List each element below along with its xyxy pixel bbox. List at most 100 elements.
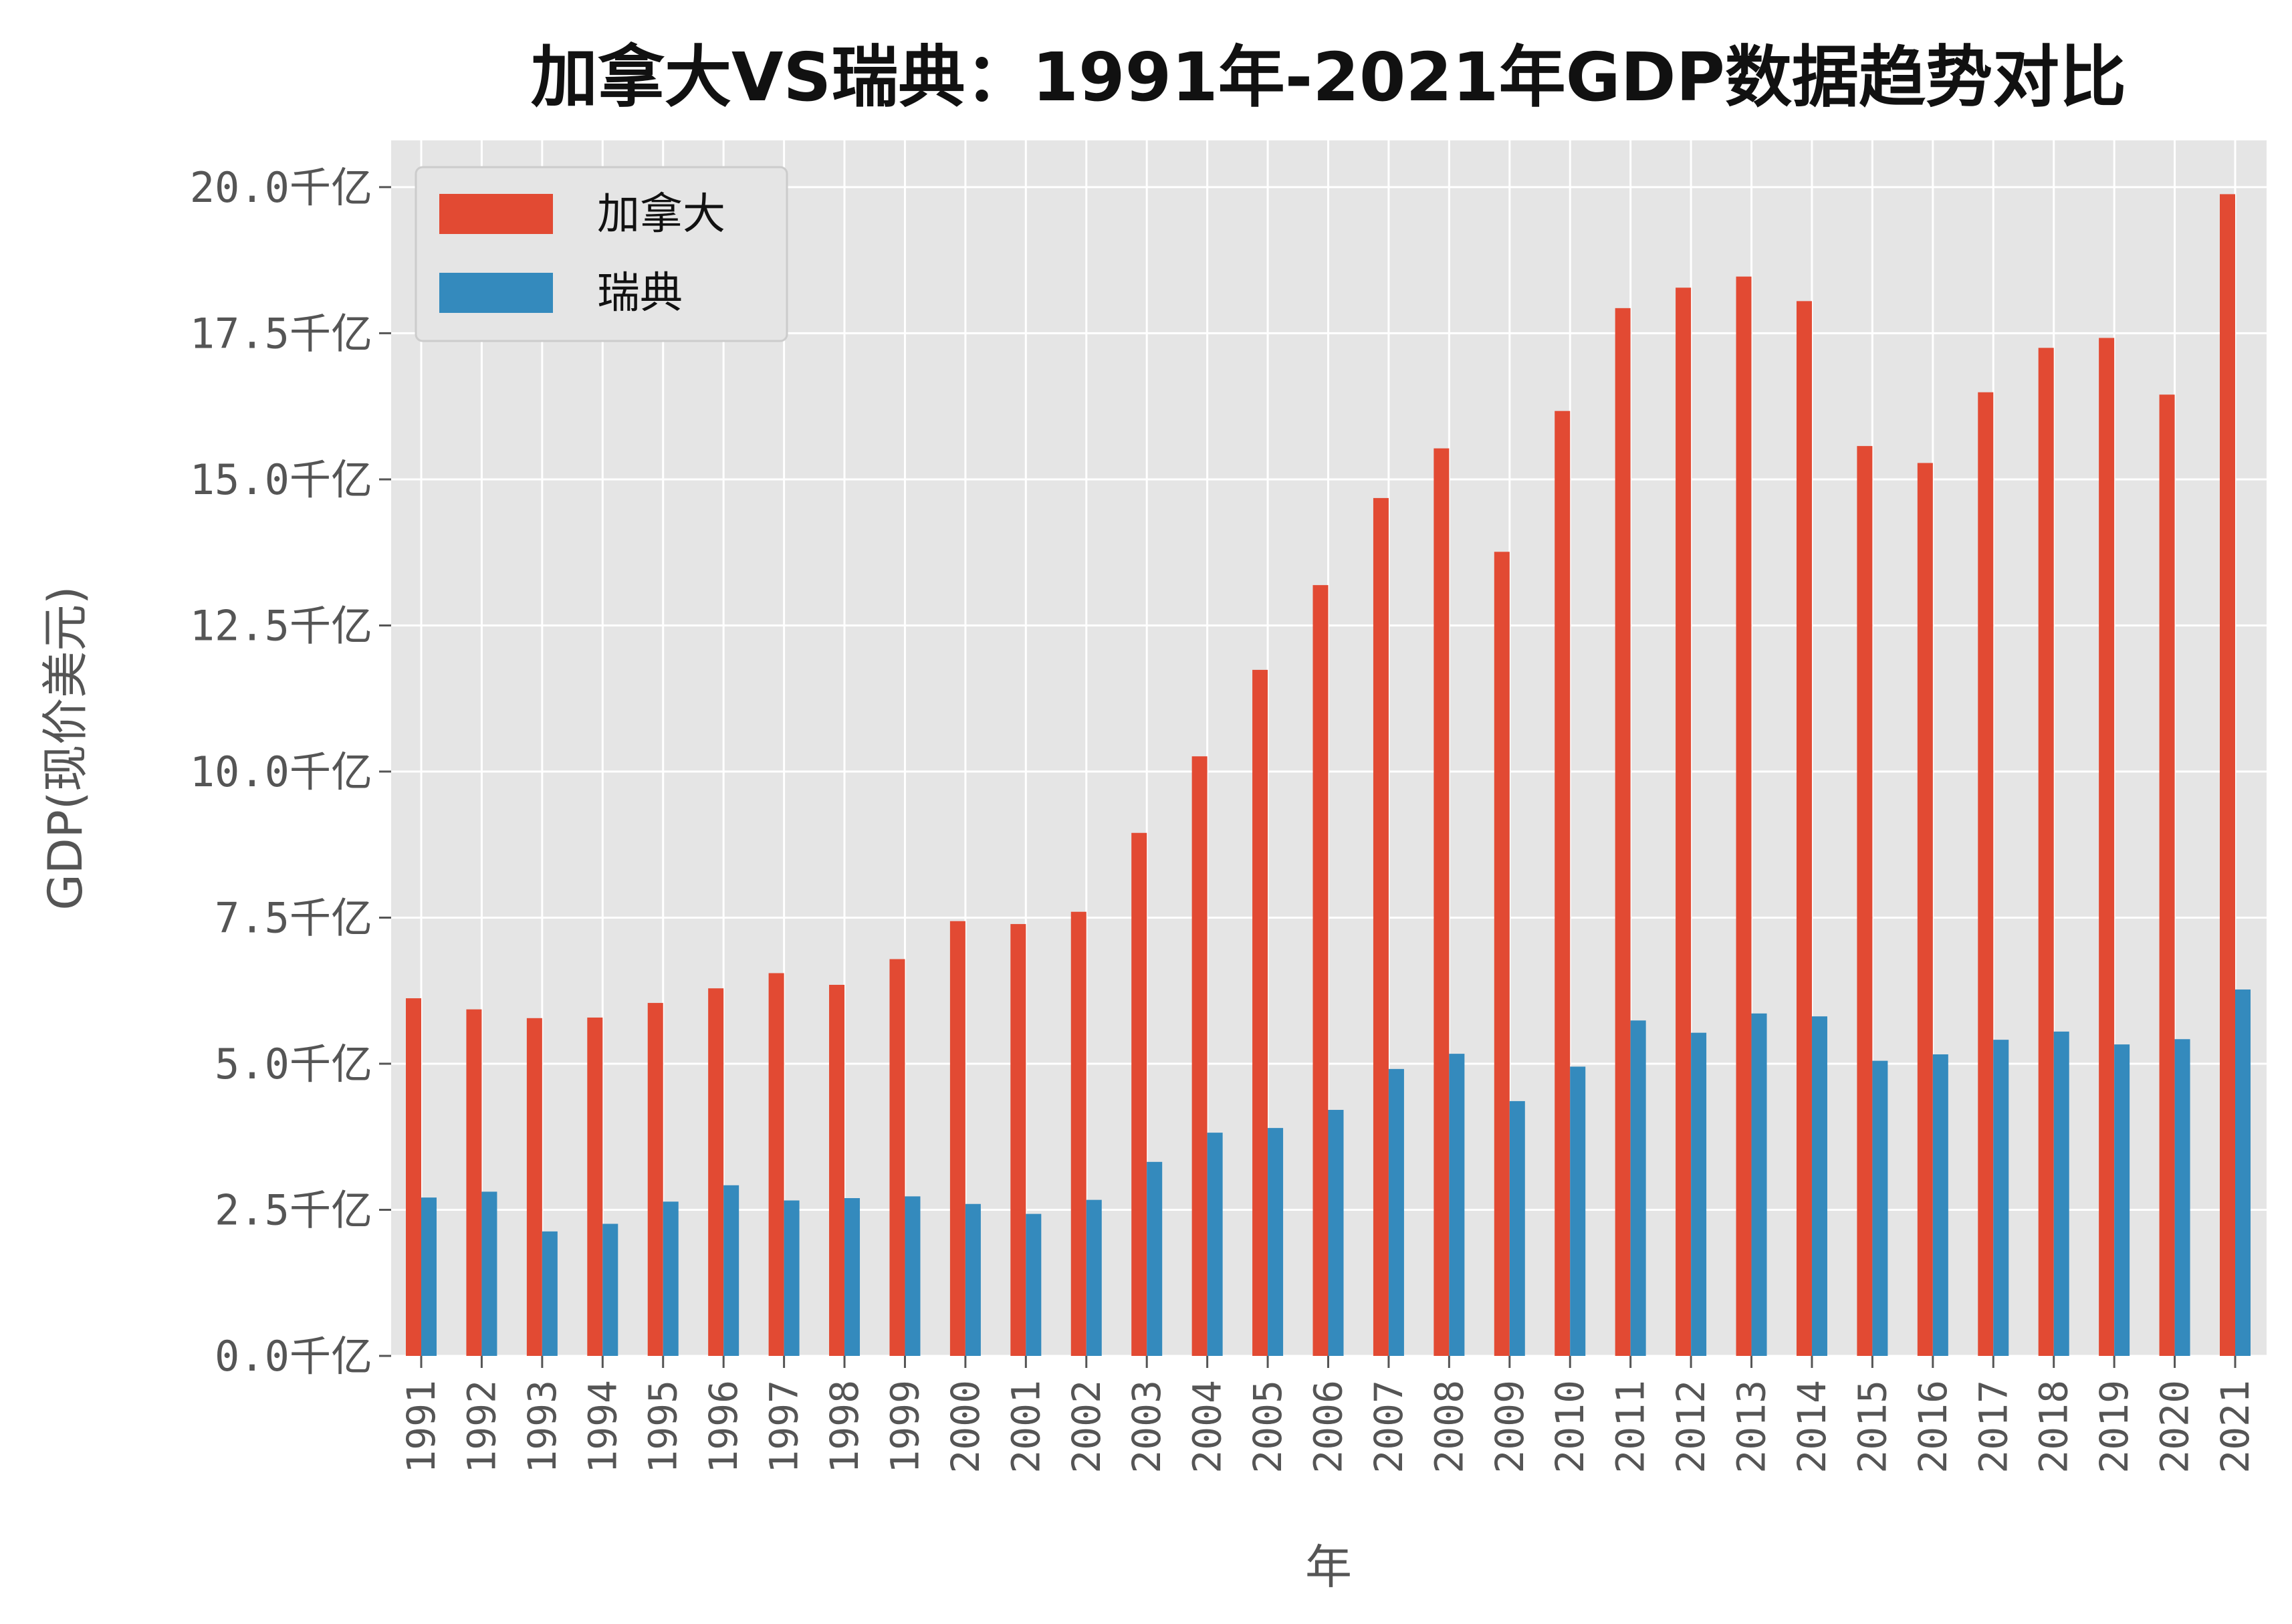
y-axis-label: GDP(现价美元)	[38, 586, 93, 911]
bar-sweden	[421, 1197, 437, 1356]
bar-canada	[406, 998, 421, 1356]
bar-canada	[1070, 911, 1086, 1356]
bar-canada	[2038, 348, 2054, 1356]
x-tick-label: 2014	[1789, 1380, 1835, 1474]
x-tick-label: 2012	[1668, 1380, 1714, 1474]
bar-canada	[1796, 301, 1812, 1356]
y-tick-label: 2.5千亿	[215, 1185, 372, 1234]
bar-canada	[1373, 497, 1389, 1356]
bar-canada	[1615, 308, 1631, 1357]
x-tick-label: 2019	[2091, 1380, 2137, 1474]
x-tick-label: 1995	[641, 1380, 686, 1474]
bar-sweden	[481, 1191, 497, 1356]
y-tick-label: 12.5千亿	[190, 601, 372, 650]
x-tick-label: 2006	[1306, 1380, 1351, 1474]
legend: 加拿大 瑞典	[415, 166, 788, 342]
bar-canada	[587, 1017, 603, 1356]
bar-sweden	[2174, 1039, 2190, 1356]
bar-sweden	[602, 1224, 618, 1356]
x-tick-label: 1993	[520, 1380, 565, 1474]
x-tick-label: 2010	[1547, 1380, 1593, 1474]
bar-sweden	[1268, 1128, 1284, 1356]
bar-canada	[1494, 552, 1510, 1357]
x-tick-label: 2021	[2212, 1380, 2258, 1474]
legend-swatch-sweden	[439, 273, 553, 313]
bar-sweden	[1449, 1054, 1465, 1356]
bar-sweden	[965, 1203, 981, 1356]
x-tick-label: 2001	[1003, 1380, 1048, 1474]
y-tick-label: 0.0千亿	[215, 1332, 372, 1381]
y-tick-label: 15.0千亿	[190, 455, 372, 504]
bar-canada	[2159, 394, 2175, 1356]
x-tick-label: 2016	[1910, 1380, 1956, 1474]
x-tick-label: 1999	[882, 1380, 927, 1474]
legend-label-sweden: 瑞典	[597, 269, 683, 318]
bar-canada	[768, 973, 784, 1356]
bar-canada	[1736, 276, 1752, 1356]
bar-sweden	[1872, 1060, 1888, 1356]
x-tick-label: 2003	[1124, 1380, 1169, 1474]
bar-sweden	[784, 1200, 800, 1356]
y-tick-label: 17.5千亿	[190, 309, 372, 358]
x-tick-label: 2008	[1426, 1380, 1472, 1474]
legend-swatch-canada	[439, 194, 553, 234]
x-tick-label: 2004	[1185, 1380, 1230, 1474]
bar-canada	[708, 988, 724, 1356]
bar-canada	[1857, 446, 1873, 1357]
x-axis-label: 年	[1305, 1540, 1352, 1595]
x-axis: 1991 1992 1993 1994 1995 1996 1997 1998 1999 2000…	[398, 1356, 2258, 1474]
bar-sweden	[542, 1231, 558, 1356]
bar-canada	[1434, 448, 1450, 1356]
bar-sweden	[1993, 1040, 2009, 1356]
bar-sweden	[2053, 1031, 2069, 1356]
x-tick-label: 2009	[1487, 1380, 1532, 1474]
x-tick-label: 2005	[1245, 1380, 1290, 1474]
bar-canada	[1676, 287, 1692, 1356]
y-tick-label: 20.0千亿	[190, 163, 372, 212]
bar-sweden	[1147, 1161, 1163, 1356]
bar-canada	[647, 1003, 663, 1356]
bar-canada	[1312, 585, 1329, 1356]
y-tick-label: 10.0千亿	[190, 747, 372, 796]
y-tick-label: 7.5千亿	[215, 893, 372, 942]
bar-canada	[2099, 338, 2115, 1356]
x-tick-label: 1998	[822, 1380, 867, 1474]
bar-canada	[1917, 463, 1933, 1356]
bar-sweden	[1932, 1054, 1948, 1356]
bar-sweden	[1026, 1213, 1042, 1356]
x-tick-label: 2020	[2152, 1380, 2198, 1474]
x-tick-label: 2013	[1729, 1380, 1774, 1474]
x-tick-label: 2000	[943, 1380, 988, 1474]
bar-sweden	[1630, 1020, 1646, 1356]
bar-sweden	[1751, 1013, 1767, 1356]
x-tick-label: 2017	[1970, 1380, 2016, 1474]
x-tick-label: 1996	[701, 1380, 746, 1474]
bar-canada	[1010, 924, 1026, 1356]
legend-label-canada: 加拿大	[597, 190, 725, 239]
x-tick-label: 1997	[762, 1380, 807, 1474]
bar-canada	[829, 984, 845, 1356]
bar-sweden	[2114, 1044, 2130, 1356]
x-tick-label: 1992	[459, 1380, 504, 1474]
y-axis: 0.0千亿 2.5千亿 5.0千亿 7.5千亿 10.0千亿 12.5千亿 15.0千亿 17…	[190, 163, 391, 1381]
bar-canada	[1555, 411, 1571, 1356]
x-tick-label: 1994	[580, 1380, 625, 1474]
bar-sweden	[723, 1185, 739, 1356]
bar-canada	[1252, 669, 1268, 1356]
bar-canada	[949, 921, 965, 1356]
bar-sweden	[1691, 1032, 1707, 1356]
bar-canada	[1978, 392, 1994, 1356]
bar-canada	[526, 1018, 542, 1356]
x-tick-label: 2002	[1064, 1380, 1109, 1474]
bar-canada	[1131, 832, 1147, 1356]
bar-sweden	[1086, 1199, 1102, 1356]
x-tick-label: 2011	[1608, 1380, 1653, 1474]
bar-sweden	[1570, 1066, 1586, 1356]
x-tick-label: 2018	[2031, 1380, 2077, 1474]
x-tick-label: 2015	[1849, 1380, 1895, 1474]
y-tick-label: 5.0千亿	[215, 1040, 372, 1088]
bar-sweden	[1328, 1110, 1344, 1356]
bar-canada	[889, 959, 905, 1356]
bar-sweden	[663, 1201, 679, 1356]
